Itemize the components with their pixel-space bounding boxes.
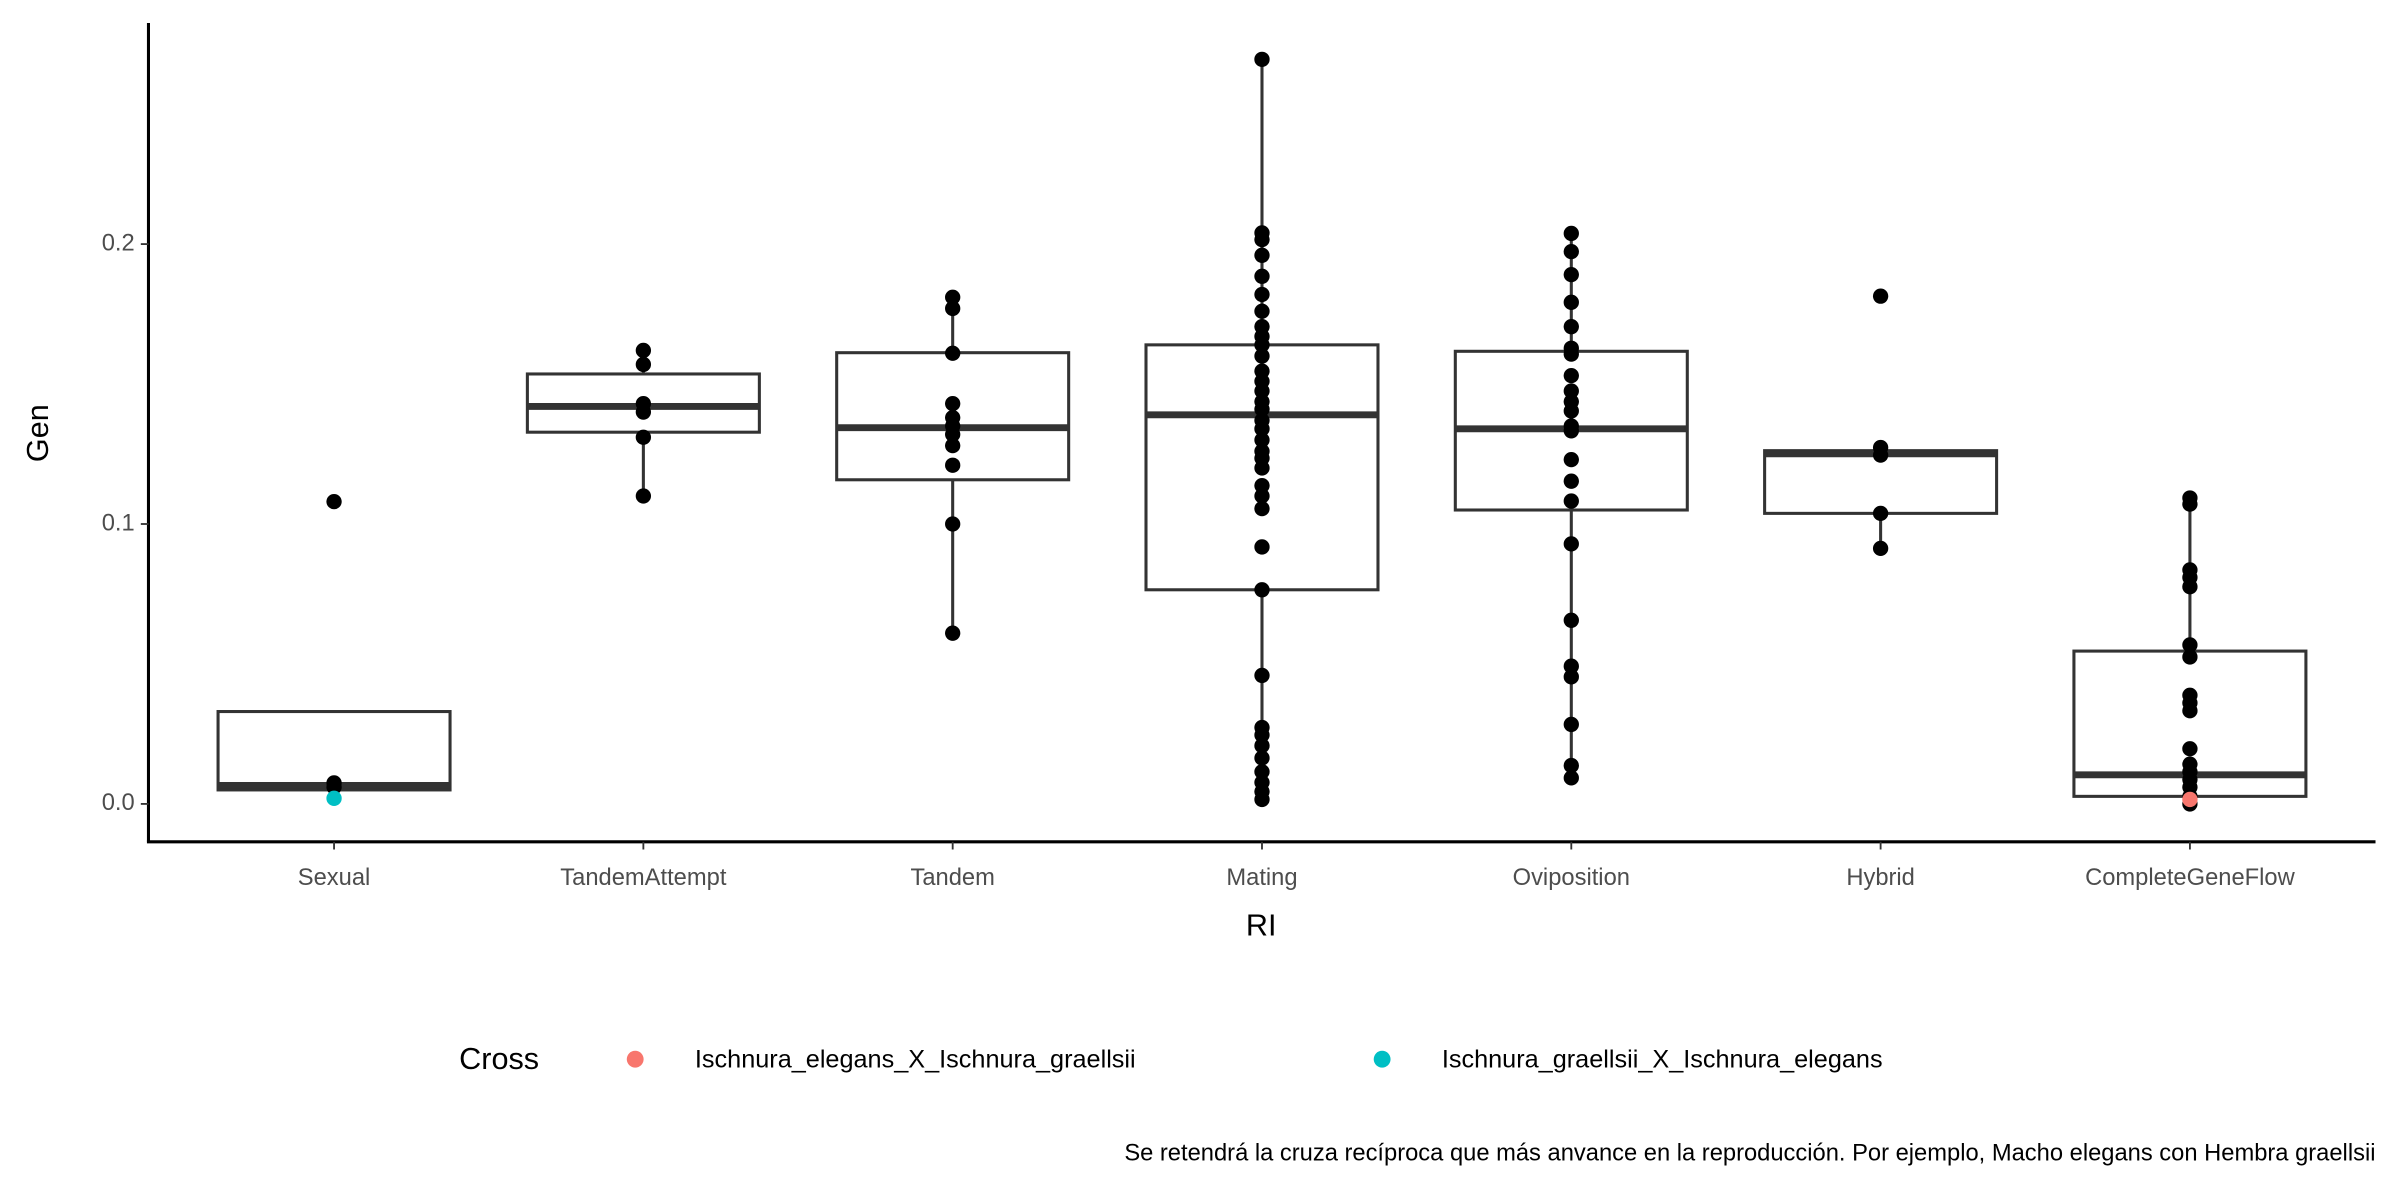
point bbox=[1254, 500, 1270, 517]
point bbox=[635, 342, 652, 359]
point bbox=[2182, 496, 2198, 512]
point bbox=[1872, 505, 1889, 522]
point bbox=[1563, 716, 1579, 733]
point bbox=[1872, 447, 1889, 463]
point bbox=[2182, 579, 2198, 595]
point bbox=[1563, 493, 1579, 509]
point bbox=[2182, 649, 2198, 665]
legend-marker bbox=[1373, 1050, 1391, 1068]
point bbox=[945, 516, 961, 532]
point bbox=[1563, 536, 1579, 552]
point bbox=[1254, 337, 1270, 353]
point bbox=[1254, 268, 1270, 284]
point bbox=[1563, 383, 1579, 399]
point bbox=[1254, 401, 1270, 417]
x-axis-title: RI bbox=[1246, 909, 1277, 943]
point bbox=[1254, 791, 1270, 808]
point bbox=[1254, 348, 1270, 364]
point bbox=[1563, 403, 1579, 419]
point bbox=[635, 404, 652, 420]
point bbox=[1254, 460, 1270, 476]
point bbox=[1254, 421, 1270, 437]
point bbox=[945, 457, 961, 473]
cross-point bbox=[2182, 791, 2198, 808]
point bbox=[1872, 540, 1889, 557]
x-tick-label: CompleteGeneFlow bbox=[2085, 865, 2295, 891]
point bbox=[1254, 764, 1270, 780]
point bbox=[1254, 286, 1270, 303]
point bbox=[945, 625, 961, 641]
point bbox=[1563, 757, 1579, 774]
point bbox=[1563, 451, 1579, 468]
point bbox=[945, 345, 961, 361]
legend-marker bbox=[626, 1050, 644, 1068]
point bbox=[1254, 303, 1270, 319]
y-tick-label: 0.1 bbox=[102, 510, 135, 536]
point bbox=[1563, 658, 1579, 674]
point bbox=[1563, 346, 1579, 362]
point bbox=[1563, 669, 1579, 685]
point bbox=[635, 356, 652, 373]
point bbox=[1254, 51, 1270, 68]
point bbox=[326, 779, 342, 795]
x-tick-label: Oviposition bbox=[1513, 865, 1630, 891]
point bbox=[2182, 703, 2198, 719]
x-tick-label: TandemAttempt bbox=[560, 865, 727, 891]
caption: Se retendrá la cruza recíproca que más a… bbox=[1124, 1140, 2375, 1166]
point bbox=[1563, 367, 1579, 384]
point bbox=[1254, 383, 1270, 399]
y-tick-label: 0.0 bbox=[102, 790, 135, 816]
point bbox=[1254, 247, 1270, 263]
point bbox=[1563, 423, 1579, 439]
y-tick-label: 0.2 bbox=[102, 230, 135, 256]
point bbox=[1872, 288, 1889, 304]
point bbox=[1254, 727, 1270, 743]
point bbox=[1563, 225, 1579, 242]
point bbox=[1563, 319, 1579, 335]
cross-point bbox=[326, 790, 342, 806]
point bbox=[1563, 243, 1579, 260]
point bbox=[1563, 612, 1579, 628]
legend-label: Ischnura_graellsii_X_Ischnura_elegans bbox=[1442, 1045, 1883, 1073]
point bbox=[945, 437, 961, 454]
point bbox=[945, 289, 961, 305]
point bbox=[635, 429, 652, 445]
point bbox=[1563, 266, 1579, 283]
point bbox=[945, 426, 961, 443]
y-axis-title: Gen bbox=[21, 404, 55, 462]
point bbox=[1254, 488, 1270, 504]
point bbox=[1254, 667, 1270, 684]
point bbox=[1254, 539, 1270, 555]
point bbox=[326, 493, 342, 510]
x-tick-label: Tandem bbox=[910, 865, 994, 891]
point bbox=[1563, 294, 1579, 310]
point bbox=[945, 395, 961, 412]
point bbox=[1563, 473, 1579, 489]
point bbox=[1254, 231, 1270, 248]
point bbox=[2182, 637, 2198, 653]
point bbox=[1254, 738, 1270, 754]
x-tick-label: Sexual bbox=[298, 865, 371, 891]
point bbox=[1254, 432, 1270, 448]
legend-title: Cross bbox=[459, 1042, 539, 1076]
point bbox=[1254, 750, 1270, 766]
point bbox=[1254, 582, 1270, 598]
point bbox=[2182, 741, 2198, 757]
point bbox=[635, 488, 652, 504]
x-tick-label: Hybrid bbox=[1846, 865, 1915, 891]
x-tick-label: Mating bbox=[1226, 865, 1297, 891]
point bbox=[945, 300, 961, 317]
point bbox=[1563, 770, 1579, 786]
legend-label: Ischnura_elegans_X_Ischnura_graellsii bbox=[695, 1045, 1136, 1073]
